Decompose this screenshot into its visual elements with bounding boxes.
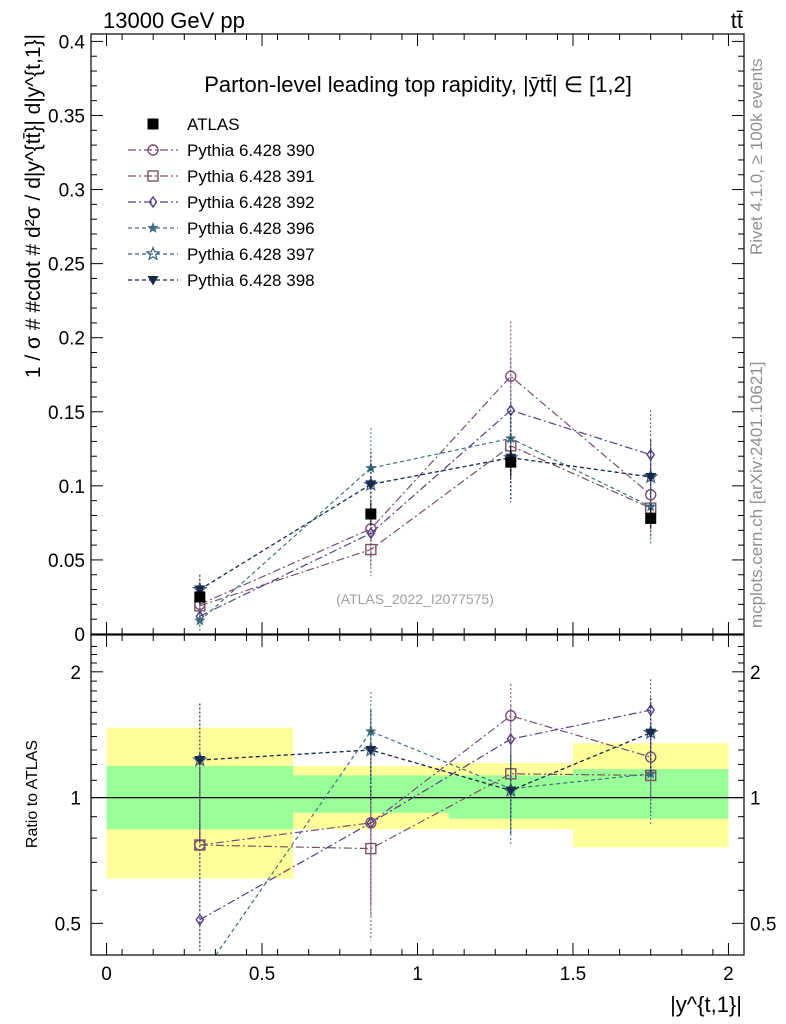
ratio-y-tick-label-right: 0.5 (750, 914, 776, 935)
main-y-tick-label: 0.4 (59, 32, 86, 53)
series-line-pythia-6-428-391 (199, 445, 651, 607)
legend-label: Pythia 6.428 390 (187, 141, 315, 160)
series-pythia-6-428-392 (195, 358, 656, 629)
legend-marker (147, 144, 159, 156)
ratio-y-axis-title: Ratio to ATLAS (24, 740, 41, 848)
legend-item-pythia-6-428-397: Pythia 6.428 397 (128, 245, 315, 264)
ratio-series-pythia-6-428-398 (194, 698, 657, 843)
x-tick-label: 2 (723, 964, 734, 985)
main-y-tick-label: 0.15 (48, 403, 85, 424)
legend-marker (147, 118, 159, 130)
legend-label: ATLAS (187, 115, 240, 134)
data-point (365, 462, 377, 473)
data-point (645, 472, 657, 483)
series-line-pythia-6-428-398 (199, 457, 651, 591)
main-y-tick-label: 0.35 (48, 106, 85, 127)
main-y-tick-label: 0.1 (59, 477, 85, 498)
rivet-version-label: Rivet 4.1.0, ≥ 100k events (747, 59, 766, 255)
x-tick-label: 0.5 (249, 964, 275, 985)
data-point (194, 585, 206, 596)
x-tick-label: 0 (101, 964, 112, 985)
ratio-point (365, 745, 377, 756)
x-tick-label: 1.5 (560, 964, 586, 985)
legend-label: Pythia 6.428 396 (187, 219, 315, 238)
main-y-tick-label: 0 (74, 625, 85, 646)
data-point (646, 448, 656, 461)
data-point (366, 527, 376, 540)
legend-marker (147, 276, 159, 286)
main-y-axis-title: 1 / σ # #cdot # d²σ / d|y^{tt̄}| d|y^{t,… (22, 34, 45, 378)
energy-label: 13000 GeV pp (103, 8, 245, 33)
data-point (365, 480, 377, 490)
legend-item-pythia-6-428-391: Pythia 6.428 391 (128, 167, 315, 186)
legend-marker (147, 170, 159, 182)
ratio-y-tick-label-right: 1 (750, 789, 761, 810)
data-point (194, 591, 206, 603)
ratio-line-pythia-6-428-396 (215, 730, 651, 955)
legend-marker (145, 245, 161, 261)
series-pythia-6-428-390 (194, 321, 657, 623)
axes: 0 0.05 0.1 0.15 0.2 0.25 0.3 0.35 0.4 0 0.5 1 1.5 2 0.… (48, 32, 776, 985)
series-line-pythia-6-428-392 (199, 409, 651, 617)
ratio-point (195, 913, 205, 926)
ratio-point (194, 756, 206, 766)
legend-item-pythia-6-428-390: Pythia 6.428 390 (128, 141, 315, 160)
legend-item-pythia-6-428-392: Pythia 6.428 392 (128, 193, 315, 212)
ratio-line-pythia-6-428-391 (199, 773, 651, 850)
ratio-point (645, 728, 657, 739)
series-pythia-6-428-397 (192, 413, 659, 605)
ratio-plot-marks (192, 679, 659, 983)
legend-marker (147, 222, 159, 233)
main-y-tick-label: 0.05 (48, 551, 85, 572)
series-atlas (194, 447, 657, 603)
data-point (505, 456, 517, 468)
ratio-y-tick-label: 0.5 (55, 914, 81, 935)
ratio-point (366, 816, 376, 830)
legend-label: Pythia 6.428 397 (187, 245, 315, 264)
process-label: tt̄ (731, 8, 743, 33)
data-point (645, 500, 657, 512)
main-y-tick-label: 0.25 (48, 255, 85, 276)
mcplots-source-label: mcplots.cern.ch [arXiv:2401.10621] (747, 362, 766, 628)
ratio-point (645, 767, 657, 779)
ratio-point (506, 732, 516, 746)
ratio-line-pythia-6-428-398 (199, 732, 651, 792)
main-y-tick-label: 0.3 (59, 181, 85, 202)
ratio-point (505, 786, 517, 796)
legend-marker (148, 195, 158, 209)
x-tick-label: 1 (412, 964, 423, 985)
plot-title: Parton-level leading top rapidity, |ȳtt… (204, 72, 632, 97)
analysis-watermark: (ATLAS_2022_I2077575) (336, 591, 494, 607)
main-y-tick-label: 0.2 (59, 329, 85, 350)
data-point (365, 508, 377, 520)
ratio-y-tick-label: 2 (70, 663, 81, 684)
ratio-point (194, 972, 205, 983)
ratio-y-tick-label: 1 (70, 789, 81, 810)
x-axis-title: |y^{t,1}| (670, 992, 742, 1017)
legend-item-pythia-6-428-396: Pythia 6.428 396 (128, 219, 315, 238)
ratio-line-pythia-6-428-392 (199, 709, 651, 921)
main-plot-marks (192, 321, 659, 633)
legend-item-pythia-6-428-398: Pythia 6.428 398 (128, 271, 315, 290)
data-point (194, 614, 206, 626)
data-point (645, 512, 657, 524)
legend-label: Pythia 6.428 392 (187, 193, 315, 212)
series-line-pythia-6-428-390 (199, 375, 652, 605)
series-line-pythia-6-428-396 (199, 437, 651, 622)
legend: ATLAS Pythia 6.428 390 Pythia 6.428 391 Pyt… (128, 115, 315, 290)
ratio-y-tick-label-right: 2 (750, 663, 761, 684)
legend-label: Pythia 6.428 391 (187, 167, 315, 186)
legend-item-atlas: ATLAS (147, 115, 240, 134)
legend-label: Pythia 6.428 398 (187, 271, 315, 290)
ratio-line-pythia-6-428-390 (199, 715, 651, 846)
